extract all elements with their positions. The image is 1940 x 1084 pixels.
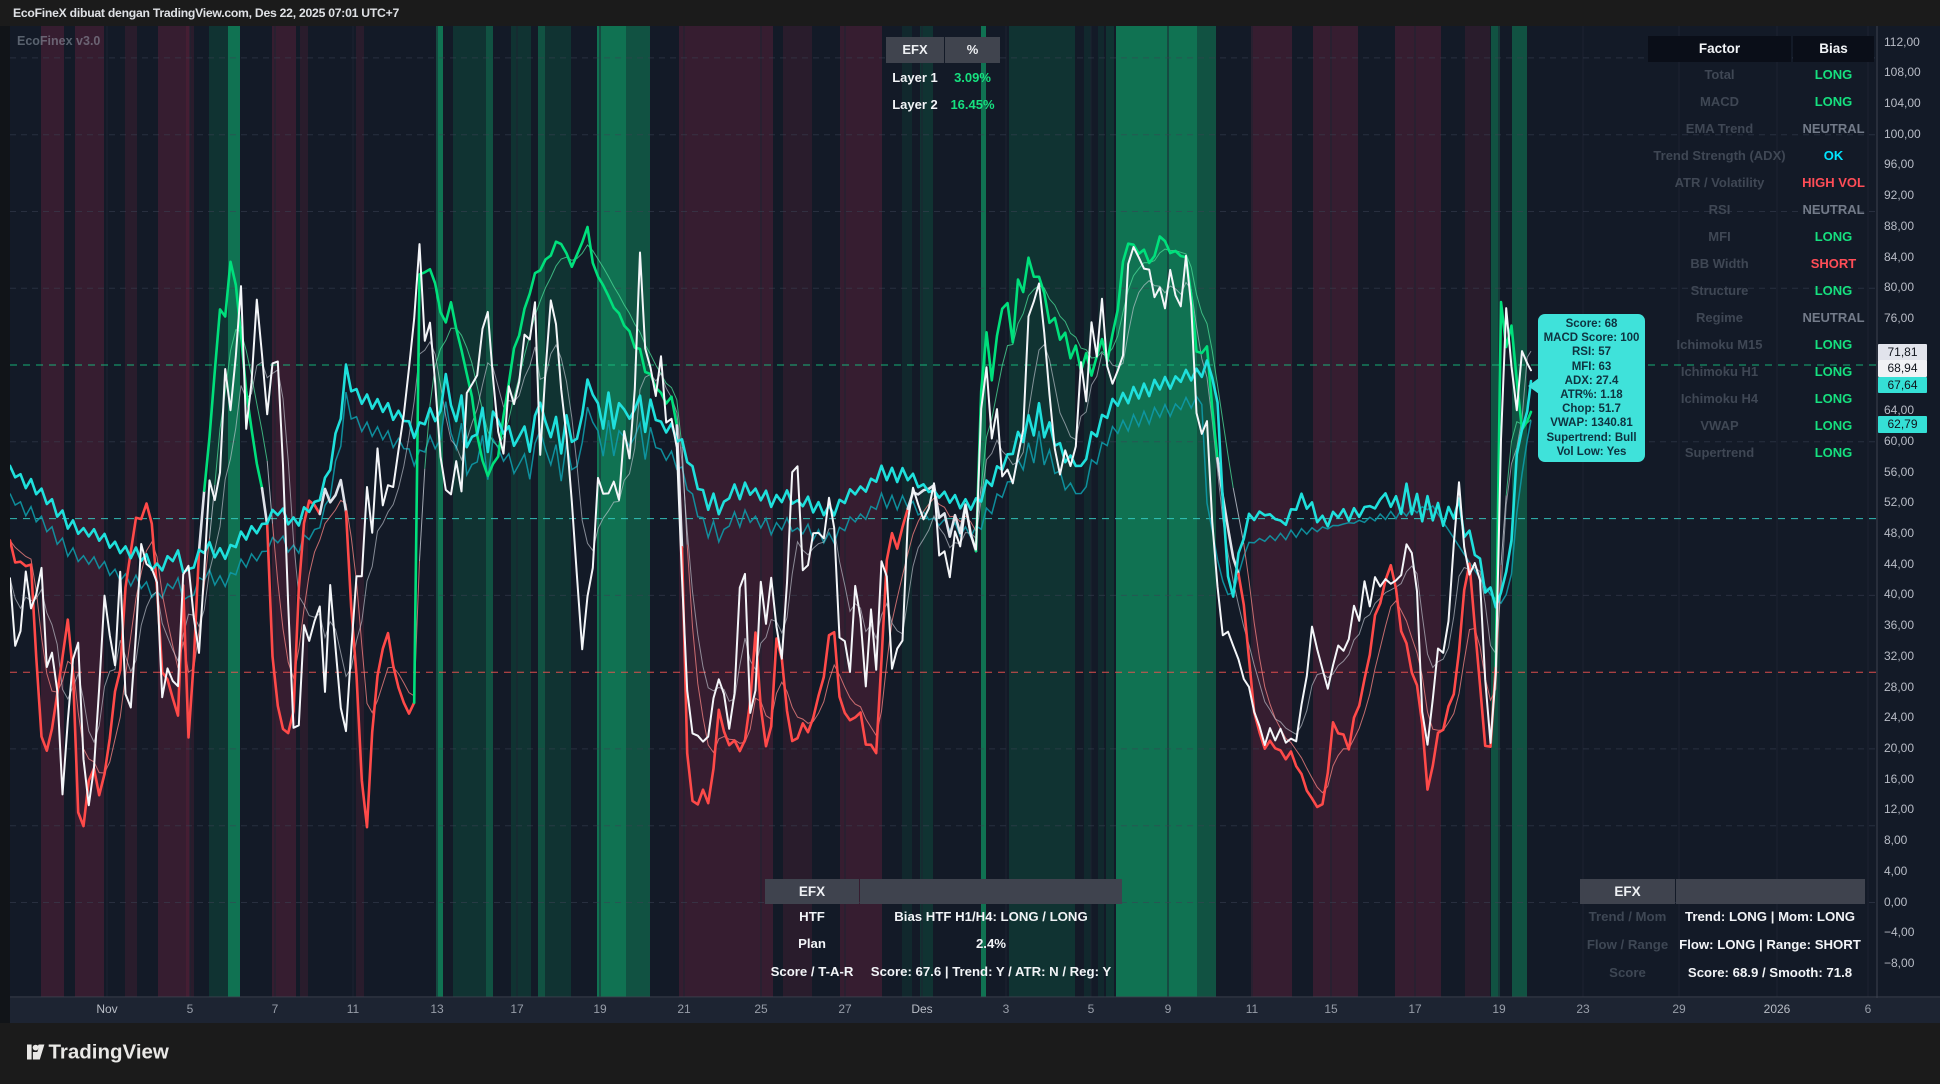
svg-text:TradingView: TradingView [49, 1044, 169, 1064]
